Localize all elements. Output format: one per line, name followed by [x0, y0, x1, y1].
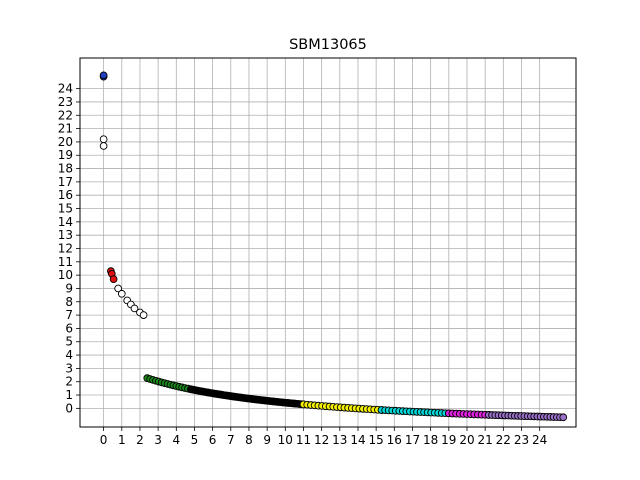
y-tick-label: 13 — [58, 228, 73, 242]
x-tick-label: 11 — [296, 433, 311, 447]
data-points — [99, 71, 568, 422]
x-axis-ticks: 0 1 2 3 4 5 6 7 8 9 10 11 12 13 14 15 16 17 18 19 20 21 22 23 24 — [100, 427, 547, 447]
x-tick-label: 5 — [191, 433, 199, 447]
data-point — [109, 275, 118, 283]
y-tick-label: 14 — [58, 215, 73, 229]
x-tick-label: 3 — [154, 433, 162, 447]
y-tick-label: 18 — [58, 162, 73, 176]
x-tick-label: 4 — [172, 433, 180, 447]
y-tick-label: 19 — [58, 148, 73, 162]
grid — [80, 58, 576, 427]
x-tick-label: 7 — [227, 433, 235, 447]
x-tick-label: 17 — [405, 433, 420, 447]
y-tick-label: 23 — [58, 95, 73, 109]
y-tick-label: 0 — [65, 401, 73, 415]
x-tick-label: 10 — [278, 433, 293, 447]
x-tick-label: 15 — [369, 433, 384, 447]
y-tick-label: 16 — [58, 188, 73, 202]
data-point — [139, 311, 148, 319]
y-tick-label: 11 — [58, 255, 73, 269]
x-tick-label: 23 — [514, 433, 529, 447]
data-point — [130, 304, 139, 313]
y-tick-label: 20 — [58, 135, 73, 149]
data-point — [99, 142, 108, 150]
y-tick-label: 10 — [58, 268, 73, 282]
x-tick-label: 14 — [350, 433, 365, 447]
y-tick-label: 21 — [58, 122, 73, 136]
data-point — [114, 284, 123, 293]
y-tick-label: 15 — [58, 202, 73, 216]
data-point — [559, 413, 568, 422]
y-tick-label: 22 — [58, 108, 73, 122]
y-tick-label: 9 — [65, 281, 73, 295]
x-tick-label: 9 — [263, 433, 271, 447]
data-point — [117, 289, 126, 298]
y-tick-label: 8 — [65, 295, 73, 309]
x-tick-label: 0 — [100, 433, 108, 447]
x-tick-label: 2 — [136, 433, 144, 447]
x-tick-label: 19 — [441, 433, 456, 447]
plot-frame — [79, 57, 577, 428]
x-tick-label: 22 — [496, 433, 511, 447]
data-point — [99, 135, 108, 144]
x-tick-label: 13 — [332, 433, 347, 447]
y-tick-label: 17 — [58, 175, 73, 189]
y-tick-label: 3 — [65, 361, 73, 375]
x-tick-label: 1 — [118, 433, 126, 447]
x-tick-label: 20 — [459, 433, 474, 447]
y-tick-label: 1 — [65, 388, 73, 402]
x-tick-label: 16 — [387, 433, 402, 447]
y-tick-label: 7 — [65, 308, 73, 322]
x-tick-label: 6 — [209, 433, 217, 447]
x-tick-label: 8 — [245, 433, 253, 447]
y-tick-label: 6 — [65, 321, 73, 335]
x-tick-label: 24 — [532, 433, 547, 447]
y-tick-label: 5 — [65, 335, 73, 349]
x-tick-label: 18 — [423, 433, 438, 447]
y-tick-label: 24 — [58, 82, 73, 96]
x-tick-label: 12 — [314, 433, 329, 447]
y-tick-label: 4 — [65, 348, 73, 362]
chart-title: SBM13065 — [289, 37, 367, 53]
y-tick-label: 2 — [65, 375, 73, 389]
y-tick-label: 12 — [58, 241, 73, 255]
data-point — [99, 71, 108, 80]
x-tick-label: 21 — [478, 433, 493, 447]
